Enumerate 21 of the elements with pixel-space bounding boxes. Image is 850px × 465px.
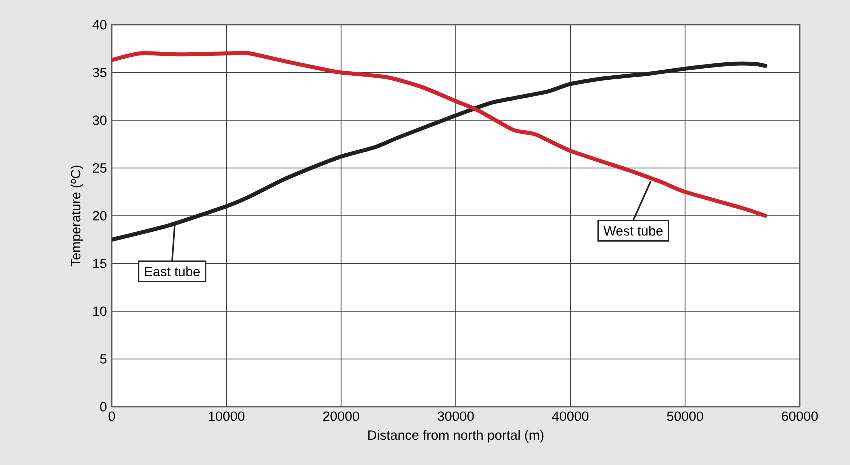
y-tick-label: 15 bbox=[93, 259, 107, 268]
y-tick-label: 30 bbox=[92, 116, 107, 126]
y-tick-label: 25 bbox=[93, 164, 107, 173]
x-tick-label: 10000 bbox=[209, 412, 245, 422]
x-tick-label: 0 bbox=[108, 412, 116, 422]
annotation: East tube bbox=[145, 266, 200, 277]
x-tick-label: 20000 bbox=[323, 412, 360, 422]
x-axis-title: Distance from north portal (m) bbox=[368, 430, 544, 443]
x-tick-label: 40000 bbox=[552, 412, 589, 422]
y-tick-label: 10 bbox=[93, 306, 107, 316]
y-tick-label: 5 bbox=[100, 354, 107, 364]
y-axis-title: Temperature (ºC) bbox=[70, 166, 84, 267]
y-tick-label: 20 bbox=[93, 211, 107, 221]
y-tick-label: 35 bbox=[92, 68, 107, 78]
x-tick-label: 30000 bbox=[438, 412, 474, 422]
line-series bbox=[112, 51, 768, 218]
y-tick-label: 0 bbox=[100, 402, 107, 412]
x-tick-label: 60000 bbox=[782, 412, 818, 422]
x-tick-label: 50000 bbox=[667, 412, 704, 422]
y-tick-label: 40 bbox=[92, 20, 107, 30]
annotation: West tube bbox=[604, 226, 663, 236]
